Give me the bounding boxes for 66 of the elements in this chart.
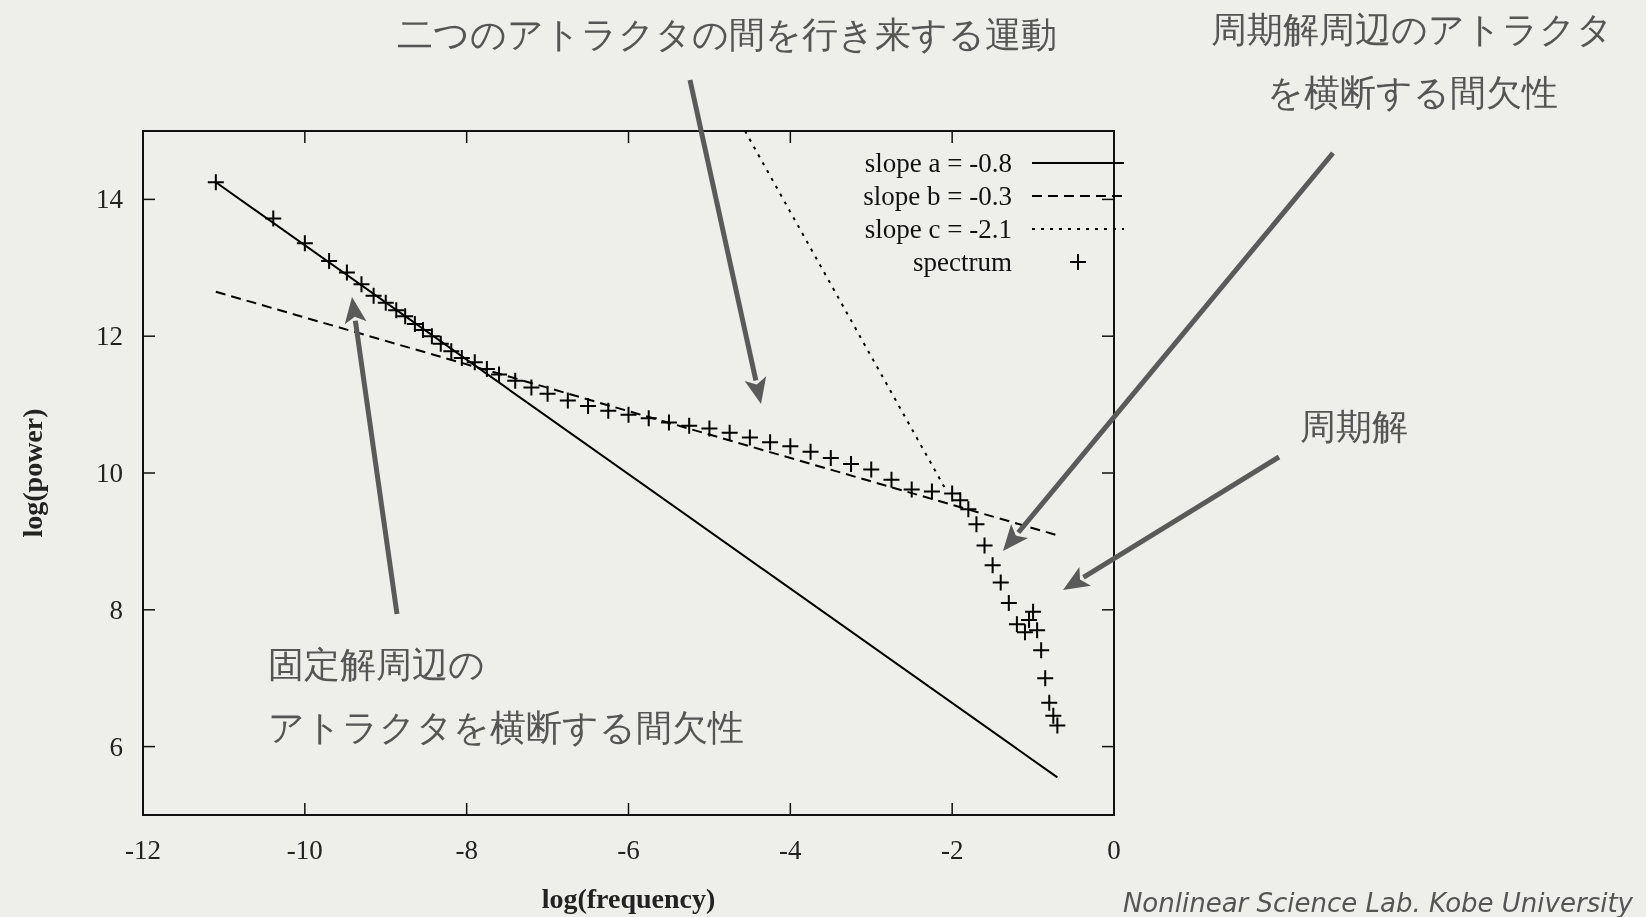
point [680, 416, 699, 435]
point [295, 234, 314, 253]
x-axis-title: log(frequency) [541, 883, 716, 914]
point [206, 173, 225, 192]
point [264, 209, 283, 228]
y-tick-label: 6 [109, 731, 123, 762]
point [320, 251, 339, 270]
point [579, 396, 598, 415]
point [991, 573, 1010, 592]
annotation: 固定解周辺のアトラクタを横断する間欠性 [268, 644, 744, 748]
legend-label: spectrum [913, 247, 1012, 277]
point [1044, 706, 1063, 725]
legend-label: slope a = -0.8 [864, 148, 1012, 178]
point [1048, 716, 1067, 735]
point [522, 378, 541, 397]
point [862, 460, 881, 479]
point [1024, 602, 1043, 621]
x-tick-label: -12 [125, 835, 161, 865]
point [558, 391, 577, 410]
x-tick-label: -4 [779, 835, 803, 865]
point [967, 515, 986, 534]
point [352, 275, 371, 294]
point [842, 455, 861, 474]
point [801, 442, 820, 461]
point [364, 286, 383, 305]
point [999, 593, 1018, 612]
x-tick-label: -6 [617, 835, 640, 865]
x-tick-label: -10 [286, 835, 323, 865]
point [619, 405, 638, 424]
text: 周期解周辺のアトラクタを横断する間欠性 [1211, 9, 1613, 113]
point [1040, 693, 1059, 712]
point [720, 423, 739, 442]
point [465, 353, 484, 372]
point [337, 263, 356, 282]
x-tick-label: 0 [1107, 835, 1121, 865]
point [599, 401, 618, 420]
y-axis-title: log(power) [17, 408, 48, 538]
point [538, 384, 557, 403]
legend-label: slope b = -0.3 [863, 181, 1012, 211]
point [477, 360, 496, 379]
point [639, 409, 658, 428]
legend-label: slope c = -2.1 [864, 214, 1012, 244]
text: 二つのアトラクタの間を行き来する運動 [397, 14, 1057, 55]
point [1036, 669, 1055, 688]
point [983, 556, 1002, 575]
point [781, 437, 800, 456]
point [700, 419, 719, 438]
text: Nonlinear Science Lab. Kobe University [1122, 888, 1634, 917]
point [506, 371, 525, 390]
point [902, 480, 921, 499]
x-tick-label: -2 [940, 835, 964, 865]
point [761, 433, 780, 452]
point [882, 470, 901, 489]
point [490, 365, 509, 384]
point [659, 413, 678, 432]
point [975, 536, 994, 555]
point [740, 428, 759, 447]
point [821, 448, 840, 467]
x-tick-label: -8 [455, 835, 478, 865]
y-tick-label: 12 [96, 321, 123, 352]
y-tick-label: 14 [96, 184, 124, 215]
point [1032, 641, 1051, 660]
y-tick-label: 10 [96, 458, 123, 488]
y-tick-label: 8 [109, 594, 123, 625]
text: 周期解 [1300, 406, 1408, 447]
point [922, 482, 941, 501]
